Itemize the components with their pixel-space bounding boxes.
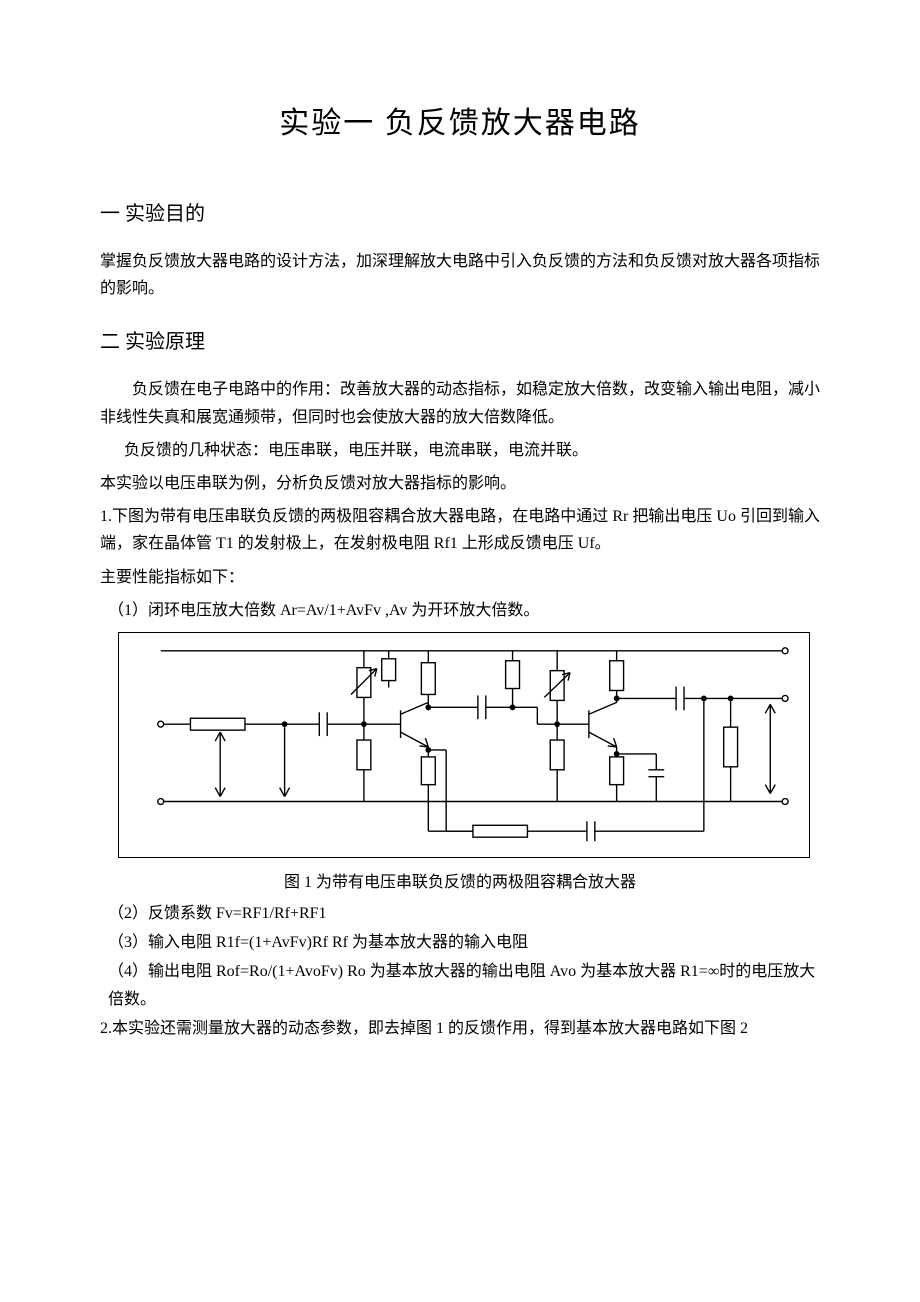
section-2-heading: 二 实验原理 [100,326,820,358]
formula-1: （1）闭环电压放大倍数 Ar=Av/1+AvFv ,Av 为开环放大倍数。 [100,597,820,624]
section-2-paragraph-5: 主要性能指标如下： [100,564,820,591]
section-2-paragraph-4: 1.下图为带有电压串联负反馈的两极阻容耦合放大器电路，在电路中通过 Rr 把输出… [100,503,820,557]
figure-1-container [108,632,820,867]
section-1-heading: 一 实验目的 [100,198,820,230]
section-3-paragraph-6: 2.本实验还需测量放大器的动态参数，即去掉图 1 的反馈作用，得到基本放大器电路… [100,1015,820,1042]
figure-1-caption: 图 1 为带有电压串联负反馈的两极阻容耦合放大器 [100,870,820,896]
formula-2: （2）反馈系数 Fv=RF1/Rf+RF1 [100,900,820,927]
circuit-diagram-1 [118,632,810,858]
section-2-paragraph-2: 负反馈的几种状态：电压串联，电压并联，电流串联，电流并联。 [100,437,820,464]
formula-3: （3）输入电阻 R1f=(1+AvFv)Rf Rf 为基本放大器的输入电阻 [100,929,820,956]
section-2-paragraph-1: 负反馈在电子电路中的作用：改善放大器的动态指标，如稳定放大倍数，改变输入输出电阻… [100,376,820,430]
formula-4: （4）输出电阻 Rof=Ro/(1+AvoFv) Ro 为基本放大器的输出电阻 … [100,958,820,1012]
page-title: 实验一 负反馈放大器电路 [100,100,820,148]
section-1-paragraph-1: 掌握负反馈放大器电路的设计方法，加深理解放大电路中引入负反馈的方法和负反馈对放大… [100,248,820,302]
section-2-paragraph-3: 本实验以电压串联为例，分析负反馈对放大器指标的影响。 [100,470,820,497]
